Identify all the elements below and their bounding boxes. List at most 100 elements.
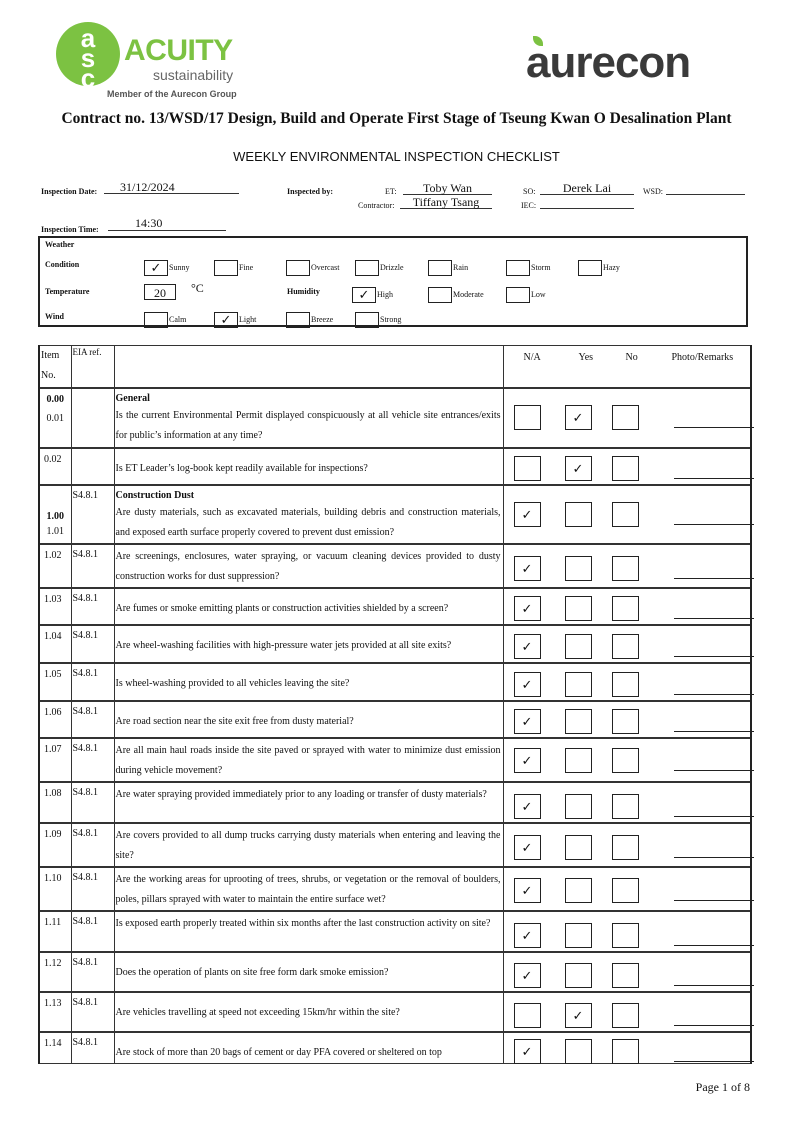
checkbox-yes[interactable] [564,793,592,819]
checkbox-no[interactable] [611,455,639,481]
conditions-checkbox-drizzle[interactable] [355,260,379,276]
checkbox-no[interactable] [611,595,639,621]
checkbox-yes[interactable] [564,708,592,734]
humidity-checkbox-moderate[interactable] [428,287,452,303]
time-field[interactable]: 14:30 [108,217,226,231]
eia-ref: S4.8.1 [70,542,115,588]
checkbox-yes[interactable]: ✓ [564,404,592,430]
question: Are the working areas for uprooting of t… [113,865,504,911]
wsd-label: WSD: [643,187,663,196]
iec-field[interactable] [540,195,634,209]
checkbox-no[interactable] [611,501,639,527]
date-field[interactable]: 31/12/2024 [104,180,239,194]
remarks-field[interactable] [673,577,754,579]
checkbox-yes[interactable]: ✓ [564,455,592,481]
remarks-field[interactable] [673,815,754,817]
checkbox-yes[interactable] [564,877,592,903]
checkbox-na[interactable]: ✓ [513,501,541,527]
humidity-checkbox-high[interactable]: ✓ [352,287,376,303]
checkbox-na[interactable]: ✓ [513,962,541,988]
checkbox-no[interactable] [611,671,639,697]
checkbox-yes[interactable] [564,555,592,581]
wind-checkbox-breeze[interactable] [286,312,310,328]
et-field[interactable]: Toby Wan [403,181,492,195]
checkbox-na[interactable]: ✓ [513,555,541,581]
remarks-field[interactable] [673,769,754,771]
remarks-field[interactable] [673,655,754,657]
wind-checkbox-light[interactable]: ✓ [214,312,238,328]
wind-checkbox-strong[interactable] [355,312,379,328]
remarks-field[interactable] [673,730,754,732]
checkbox-yes[interactable] [564,501,592,527]
conditions-checkbox-sunny[interactable]: ✓ [144,260,168,276]
remarks-field[interactable] [673,426,754,428]
humidity-label: Humidity [287,287,320,296]
answer-cell: ✓ [502,736,754,782]
remarks-field[interactable] [673,856,754,858]
conditions-option-label: Drizzle [380,263,404,272]
checkbox-na[interactable]: ✓ [513,633,541,659]
conditions-checkbox-storm[interactable] [506,260,530,276]
temperature-field[interactable]: 20 [144,284,176,300]
checkbox-yes[interactable] [564,671,592,697]
item-number: 0.02 [38,446,72,485]
remarks-field[interactable] [673,693,754,695]
checkbox-no[interactable] [611,404,639,430]
remarks-field[interactable] [673,1060,754,1062]
remarks-field[interactable] [673,944,754,946]
checkbox-yes[interactable] [564,747,592,773]
remarks-field[interactable] [673,477,754,479]
checkbox-no[interactable] [611,877,639,903]
checkbox-na[interactable] [513,1002,541,1028]
question-text: Is ET Leader’s log-book kept readily ava… [115,462,368,474]
eia-ref: S4.8.1 [70,661,115,701]
checkbox-yes[interactable] [564,595,592,621]
checkbox-na[interactable]: ✓ [513,793,541,819]
checkbox-yes[interactable] [564,922,592,948]
checkbox-na[interactable] [513,455,541,481]
checkbox-no[interactable] [611,747,639,773]
question-text: Are road section near the site exit free… [115,715,354,727]
checkbox-no[interactable] [611,1002,639,1028]
checkbox-no[interactable] [611,834,639,860]
remarks-field[interactable] [673,984,754,986]
conditions-checkbox-fine[interactable] [214,260,238,276]
checkbox-na[interactable]: ✓ [513,922,541,948]
remarks-field[interactable] [673,523,754,525]
humidity-option-label: Low [531,290,546,299]
checkbox-na[interactable]: ✓ [513,834,541,860]
wind-checkbox-calm[interactable] [144,312,168,328]
checkbox-no[interactable] [611,922,639,948]
checkbox-no[interactable] [611,633,639,659]
checkbox-yes[interactable] [564,633,592,659]
checkbox-yes[interactable] [564,1038,592,1064]
answer-cell: ✓ [502,990,754,1032]
humidity-checkbox-low[interactable] [506,287,530,303]
checkbox-no[interactable] [611,1038,639,1064]
checkbox-yes[interactable] [564,962,592,988]
checkbox-yes[interactable]: ✓ [564,1002,592,1028]
checkbox-na[interactable]: ✓ [513,595,541,621]
conditions-checkbox-rain[interactable] [428,260,452,276]
table-row: 0.02 Is ET Leader’s log-book kept readily… [38,446,754,485]
contractor-field[interactable]: Tiffany Tsang [400,195,492,209]
checkbox-na[interactable]: ✓ [513,671,541,697]
checkbox-no[interactable] [611,962,639,988]
remarks-field[interactable] [673,899,754,901]
checkbox-na[interactable]: ✓ [513,1038,541,1064]
checkbox-yes[interactable] [564,834,592,860]
item-number: 1.12 [38,950,72,992]
checkbox-na[interactable] [513,404,541,430]
wsd-field[interactable] [666,181,745,195]
checkbox-na[interactable]: ✓ [513,877,541,903]
checkbox-na[interactable]: ✓ [513,747,541,773]
conditions-checkbox-hazy[interactable] [578,260,602,276]
conditions-checkbox-overcast[interactable] [286,260,310,276]
checkbox-no[interactable] [611,555,639,581]
remarks-field[interactable] [673,1024,754,1026]
checkbox-no[interactable] [611,793,639,819]
checkbox-no[interactable] [611,708,639,734]
checkbox-na[interactable]: ✓ [513,708,541,734]
remarks-field[interactable] [673,617,754,619]
so-field[interactable]: Derek Lai [540,181,634,195]
